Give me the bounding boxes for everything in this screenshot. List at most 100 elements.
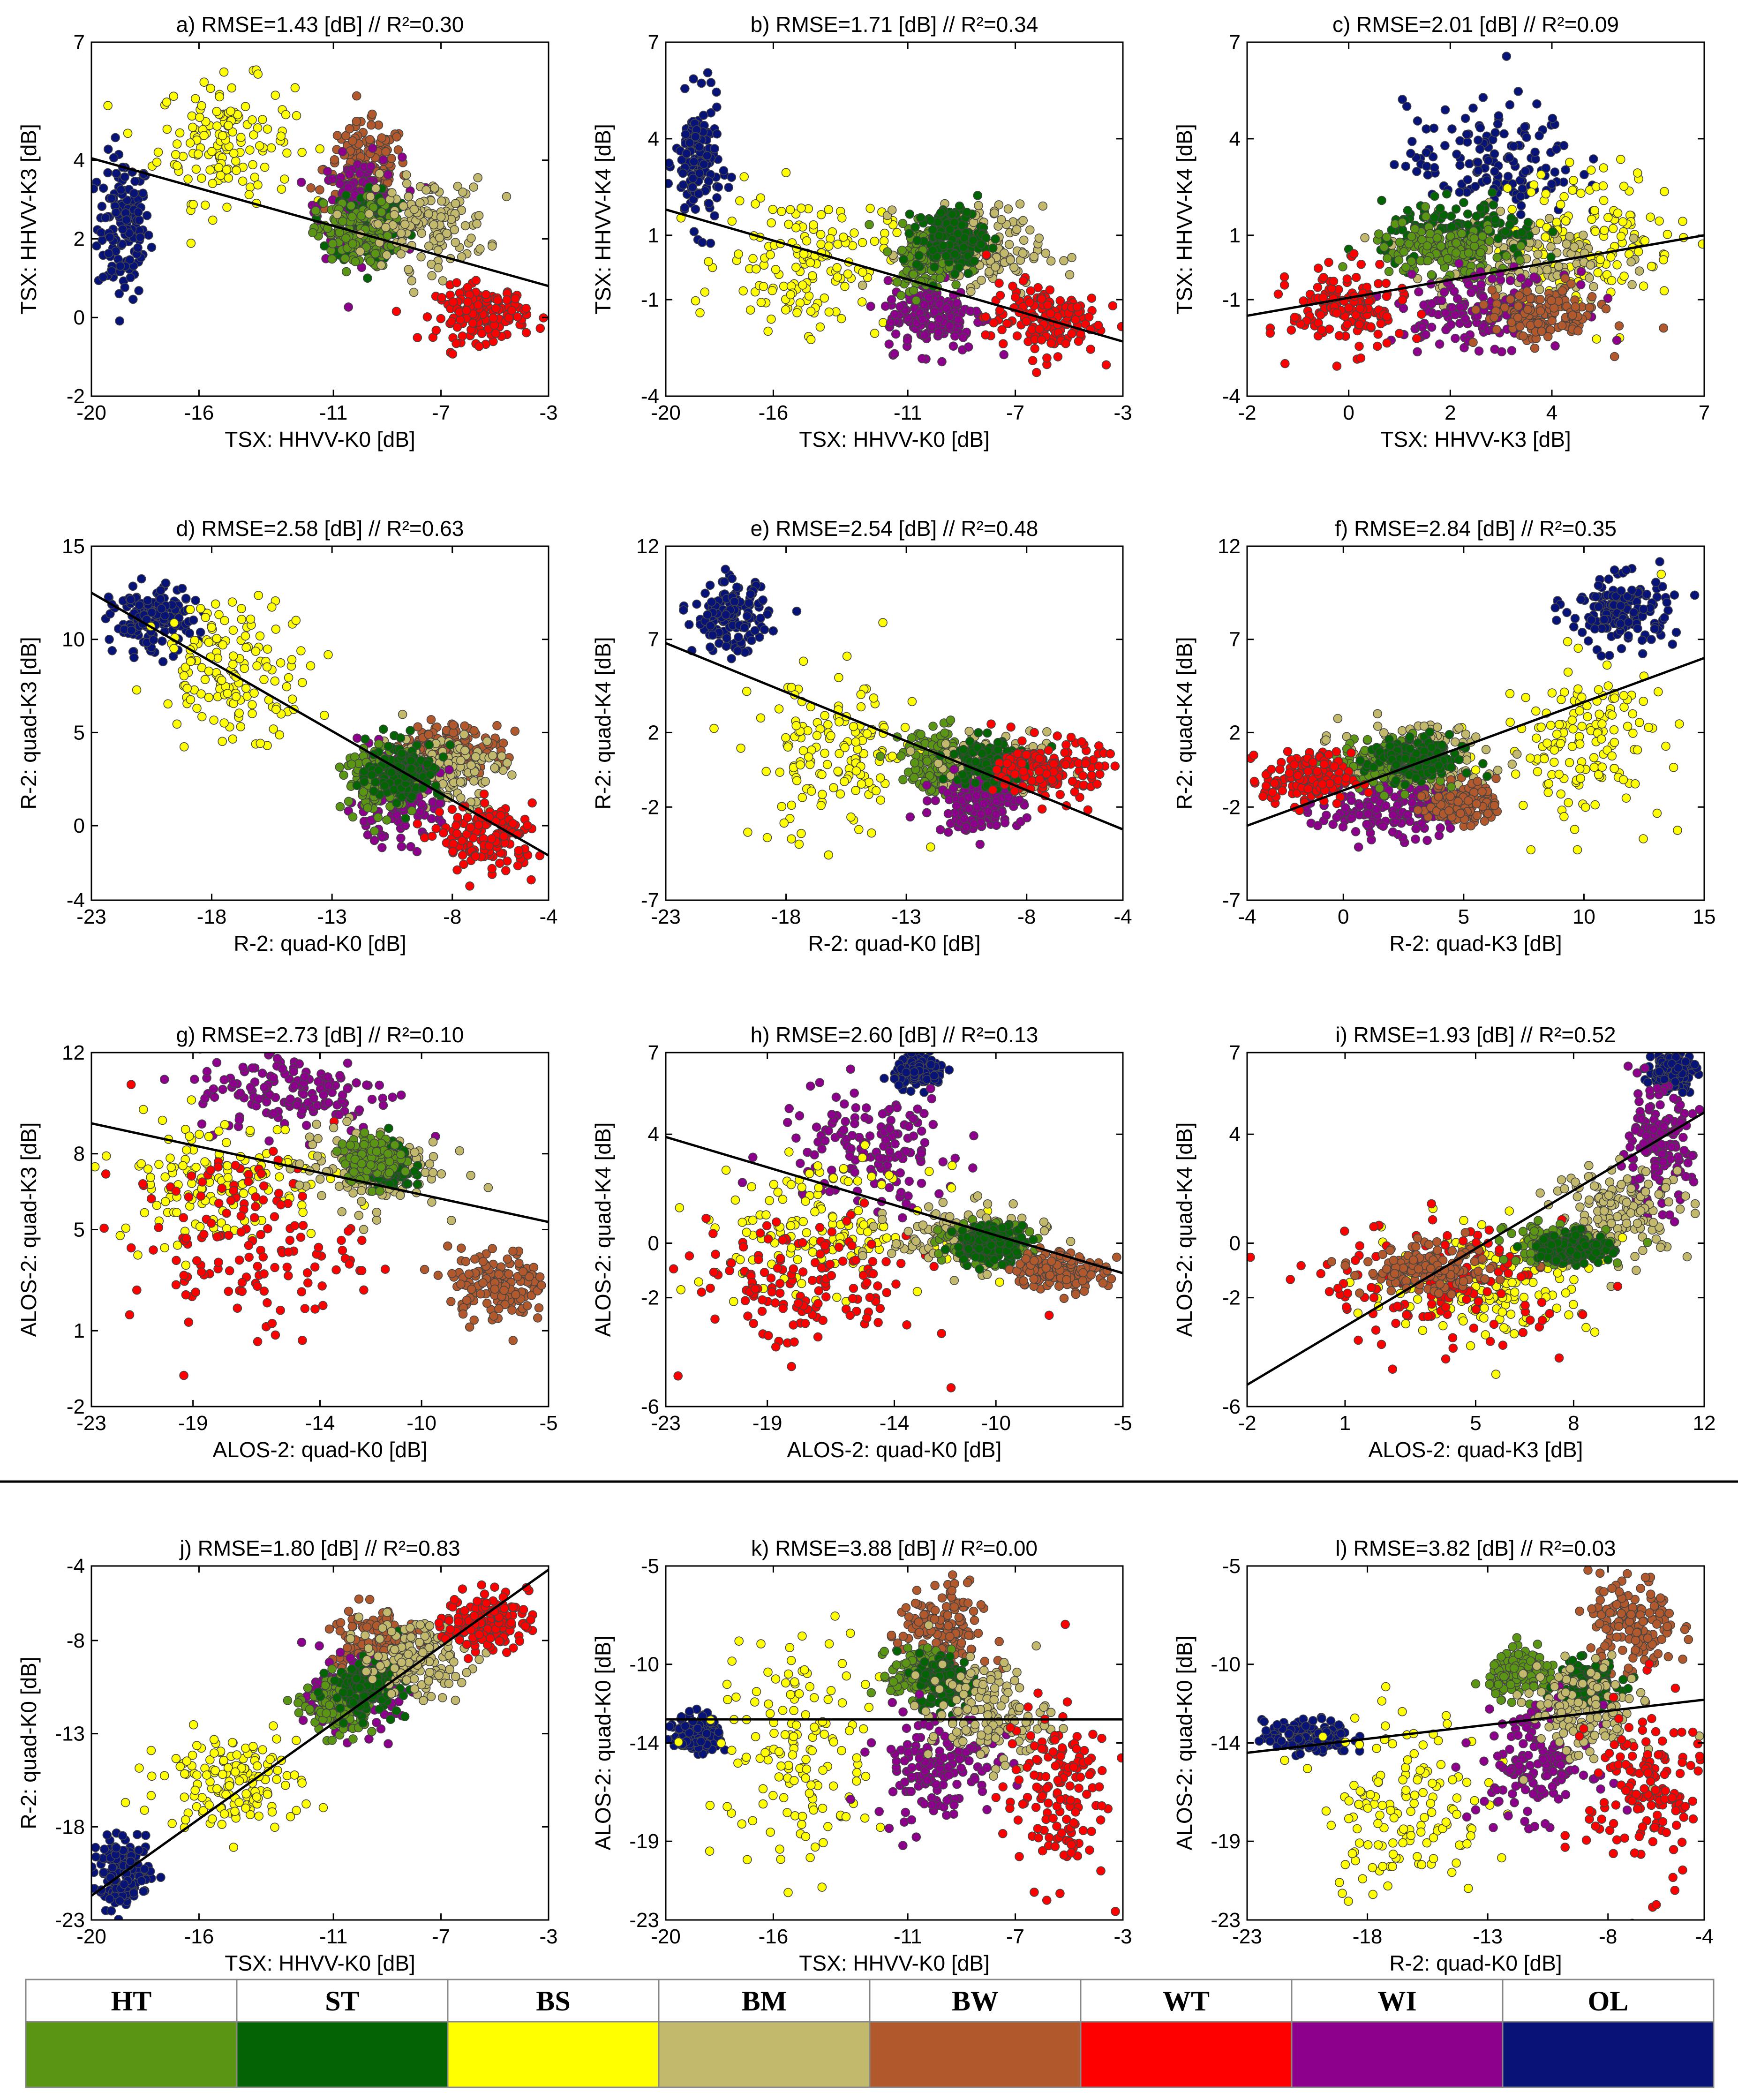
data-point-BS (1593, 268, 1603, 278)
data-point-BM (1542, 265, 1552, 275)
data-point-HT (351, 257, 360, 266)
data-point-OL (1465, 159, 1474, 169)
data-point-BM (1579, 230, 1588, 240)
data-point-BS (279, 174, 289, 184)
data-point-BW (381, 147, 391, 157)
data-point-BW (1571, 302, 1580, 312)
data-point-WT (420, 833, 429, 843)
data-point-HT (1483, 225, 1493, 234)
x-tick-label: 4 (1546, 401, 1557, 424)
data-point-OL (111, 208, 121, 218)
data-point-HT (1425, 229, 1435, 239)
data-point-BS (836, 314, 846, 324)
data-point-OL (91, 184, 98, 194)
data-point-BS (1647, 262, 1656, 271)
y-tick-label: 7 (648, 31, 659, 54)
data-point-BW (449, 720, 458, 730)
y-tick-label: 2 (74, 227, 85, 250)
data-point-OL (135, 601, 144, 610)
data-point-BM (421, 185, 431, 195)
data-point-BS (219, 718, 229, 728)
data-point-WI (296, 177, 306, 187)
data-point-OL (136, 574, 146, 584)
data-point-BW (426, 715, 436, 724)
data-point-BS (766, 250, 775, 260)
data-point-WI (890, 309, 900, 319)
data-point-OL (1561, 165, 1570, 175)
data-point-BM (381, 223, 391, 232)
data-point-BS (204, 638, 214, 647)
data-point-OL (724, 182, 733, 192)
data-point-BS (857, 297, 867, 307)
data-point-BS (195, 113, 204, 122)
data-point-WI (378, 155, 388, 165)
data-point-BM (490, 763, 499, 773)
points-group (101, 574, 549, 891)
data-point-BM (456, 793, 466, 803)
data-point-BM (473, 173, 483, 182)
data-point-OL (97, 202, 107, 211)
data-point-BW (306, 183, 316, 193)
data-point-WT (1395, 329, 1404, 339)
data-point-WT (1381, 278, 1391, 288)
data-point-BS (277, 184, 286, 194)
data-point-WT (521, 328, 531, 338)
data-point-WT (514, 846, 523, 855)
data-point-BS (1633, 168, 1642, 178)
y-tick-label: -1 (641, 288, 659, 311)
data-point-WI (327, 174, 337, 184)
data-point-ST (387, 768, 396, 777)
data-point-OL (117, 239, 127, 249)
data-point-ST (378, 724, 388, 734)
data-point-HT (1452, 238, 1461, 248)
data-point-BM (429, 220, 438, 230)
data-point-OL (699, 111, 708, 120)
data-point-BS (1660, 187, 1669, 196)
panel-title: a) RMSE=1.43 [dB] // R²=0.30 (176, 12, 464, 37)
data-point-BS (256, 738, 265, 748)
data-point-WI (1516, 273, 1526, 283)
data-point-BM (460, 745, 470, 755)
data-point-BM (407, 276, 417, 286)
data-point-BS (197, 173, 206, 183)
data-point-HT (898, 218, 908, 228)
data-point-BM (1029, 252, 1039, 262)
data-point-WT (1053, 352, 1063, 361)
x-tick-label: -4 (539, 905, 557, 928)
data-point-OL (1499, 129, 1509, 139)
data-point-BW (1513, 301, 1523, 311)
data-point-BM (401, 170, 411, 180)
data-point-HT (341, 267, 351, 277)
data-point-BS (892, 228, 902, 237)
data-point-BS (282, 148, 292, 158)
data-point-BS (207, 147, 217, 156)
data-point-WT (1018, 276, 1028, 286)
data-point-OL (721, 565, 730, 574)
data-point-BM (1059, 256, 1068, 265)
data-point-WT (458, 851, 467, 860)
data-point-WT (1354, 341, 1364, 351)
data-point-OL (1588, 154, 1598, 164)
data-point-BM (1569, 242, 1579, 252)
data-point-ST (1430, 212, 1439, 222)
data-point-OL (727, 173, 737, 182)
data-point-WI (918, 315, 927, 324)
data-point-OL (1452, 150, 1461, 159)
data-point-HT (1476, 248, 1485, 257)
data-point-BM (1535, 285, 1544, 294)
data-point-OL (1422, 124, 1431, 134)
data-point-HT (935, 273, 945, 283)
data-point-WT (463, 813, 473, 822)
data-point-BM (398, 709, 407, 719)
data-point-WT (436, 314, 446, 324)
data-point-OL (127, 625, 136, 635)
data-point-OL (730, 597, 739, 606)
data-point-ST (1501, 227, 1511, 236)
data-point-HT (1417, 235, 1427, 245)
data-point-OL (1520, 166, 1530, 176)
data-point-OL (1548, 113, 1557, 123)
x-axis-label: TSX: HHVV-K0 [dB] (799, 427, 989, 452)
data-point-BM (415, 198, 425, 208)
